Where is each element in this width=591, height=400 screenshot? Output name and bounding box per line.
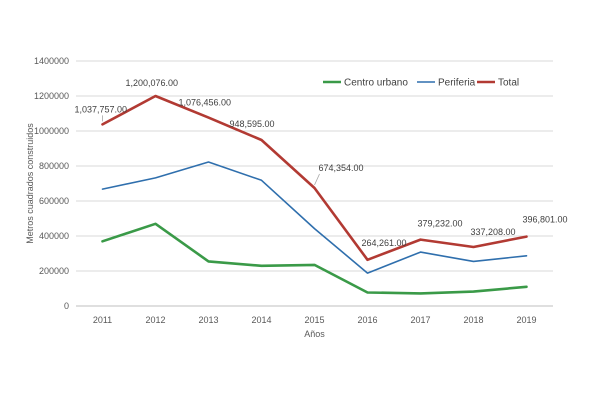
x-tick-label: 2014 (251, 315, 271, 325)
x-tick-label: 2019 (516, 315, 536, 325)
data-labels: 1,037,757.00 1,200,076.001,076,456.00 948,… (75, 78, 568, 248)
series-lines (101, 94, 528, 295)
y-axis-ticks: 0 200000 400000 600000 800000 1000000 1200000 1… (34, 56, 69, 311)
y-tick-label: 1200000 (34, 91, 69, 101)
x-tick-label: 2015 (304, 315, 324, 325)
data-label: 379,232.00 (418, 219, 463, 229)
y-tick-label: 200000 (39, 266, 69, 276)
legend-label: Total (498, 78, 519, 89)
data-label: 264,261.00 (362, 238, 407, 248)
data-label: 337,208.00 (471, 227, 516, 237)
y-axis-title: Metros cuadrados construidos (25, 123, 35, 244)
y-tick-label: 400000 (39, 231, 69, 241)
legend-label: Centro urbano (344, 78, 408, 89)
data-label: 674,354.00 (319, 163, 364, 173)
data-label: 1,200,076.00 (126, 78, 179, 88)
series-line-0 (101, 222, 528, 295)
x-tick-label: 2013 (198, 315, 218, 325)
y-tick-label: 600000 (39, 196, 69, 206)
x-tick-label: 2011 (93, 315, 112, 325)
y-tick-label: 1000000 (34, 126, 69, 136)
data-label: 396,801.00 (523, 215, 568, 225)
data-label: 948,595.00 (230, 119, 275, 129)
data-label: 1,076,456.00 (179, 98, 232, 108)
legend: Centro urbano Periferia Total (323, 78, 519, 89)
y-tick-label: 0 (64, 301, 69, 311)
series-line-2 (101, 94, 528, 262)
y-tick-label: 800000 (39, 161, 69, 171)
series-line-1 (101, 161, 528, 274)
x-axis-ticks: 2011 2012 2013 2014 2015 2016 2017 2018 2019 (93, 315, 537, 325)
x-tick-label: 2016 (357, 315, 377, 325)
x-tick-label: 2012 (145, 315, 165, 325)
x-axis-title: Años (304, 329, 325, 339)
x-tick-label: 2018 (463, 315, 483, 325)
y-tick-label: 1400000 (34, 56, 69, 66)
legend-label: Periferia (438, 78, 476, 89)
gridlines (76, 60, 553, 307)
data-label-leader (314, 173, 320, 186)
x-tick-label: 2017 (410, 315, 430, 325)
data-label: 1,037,757.00 (75, 104, 128, 114)
